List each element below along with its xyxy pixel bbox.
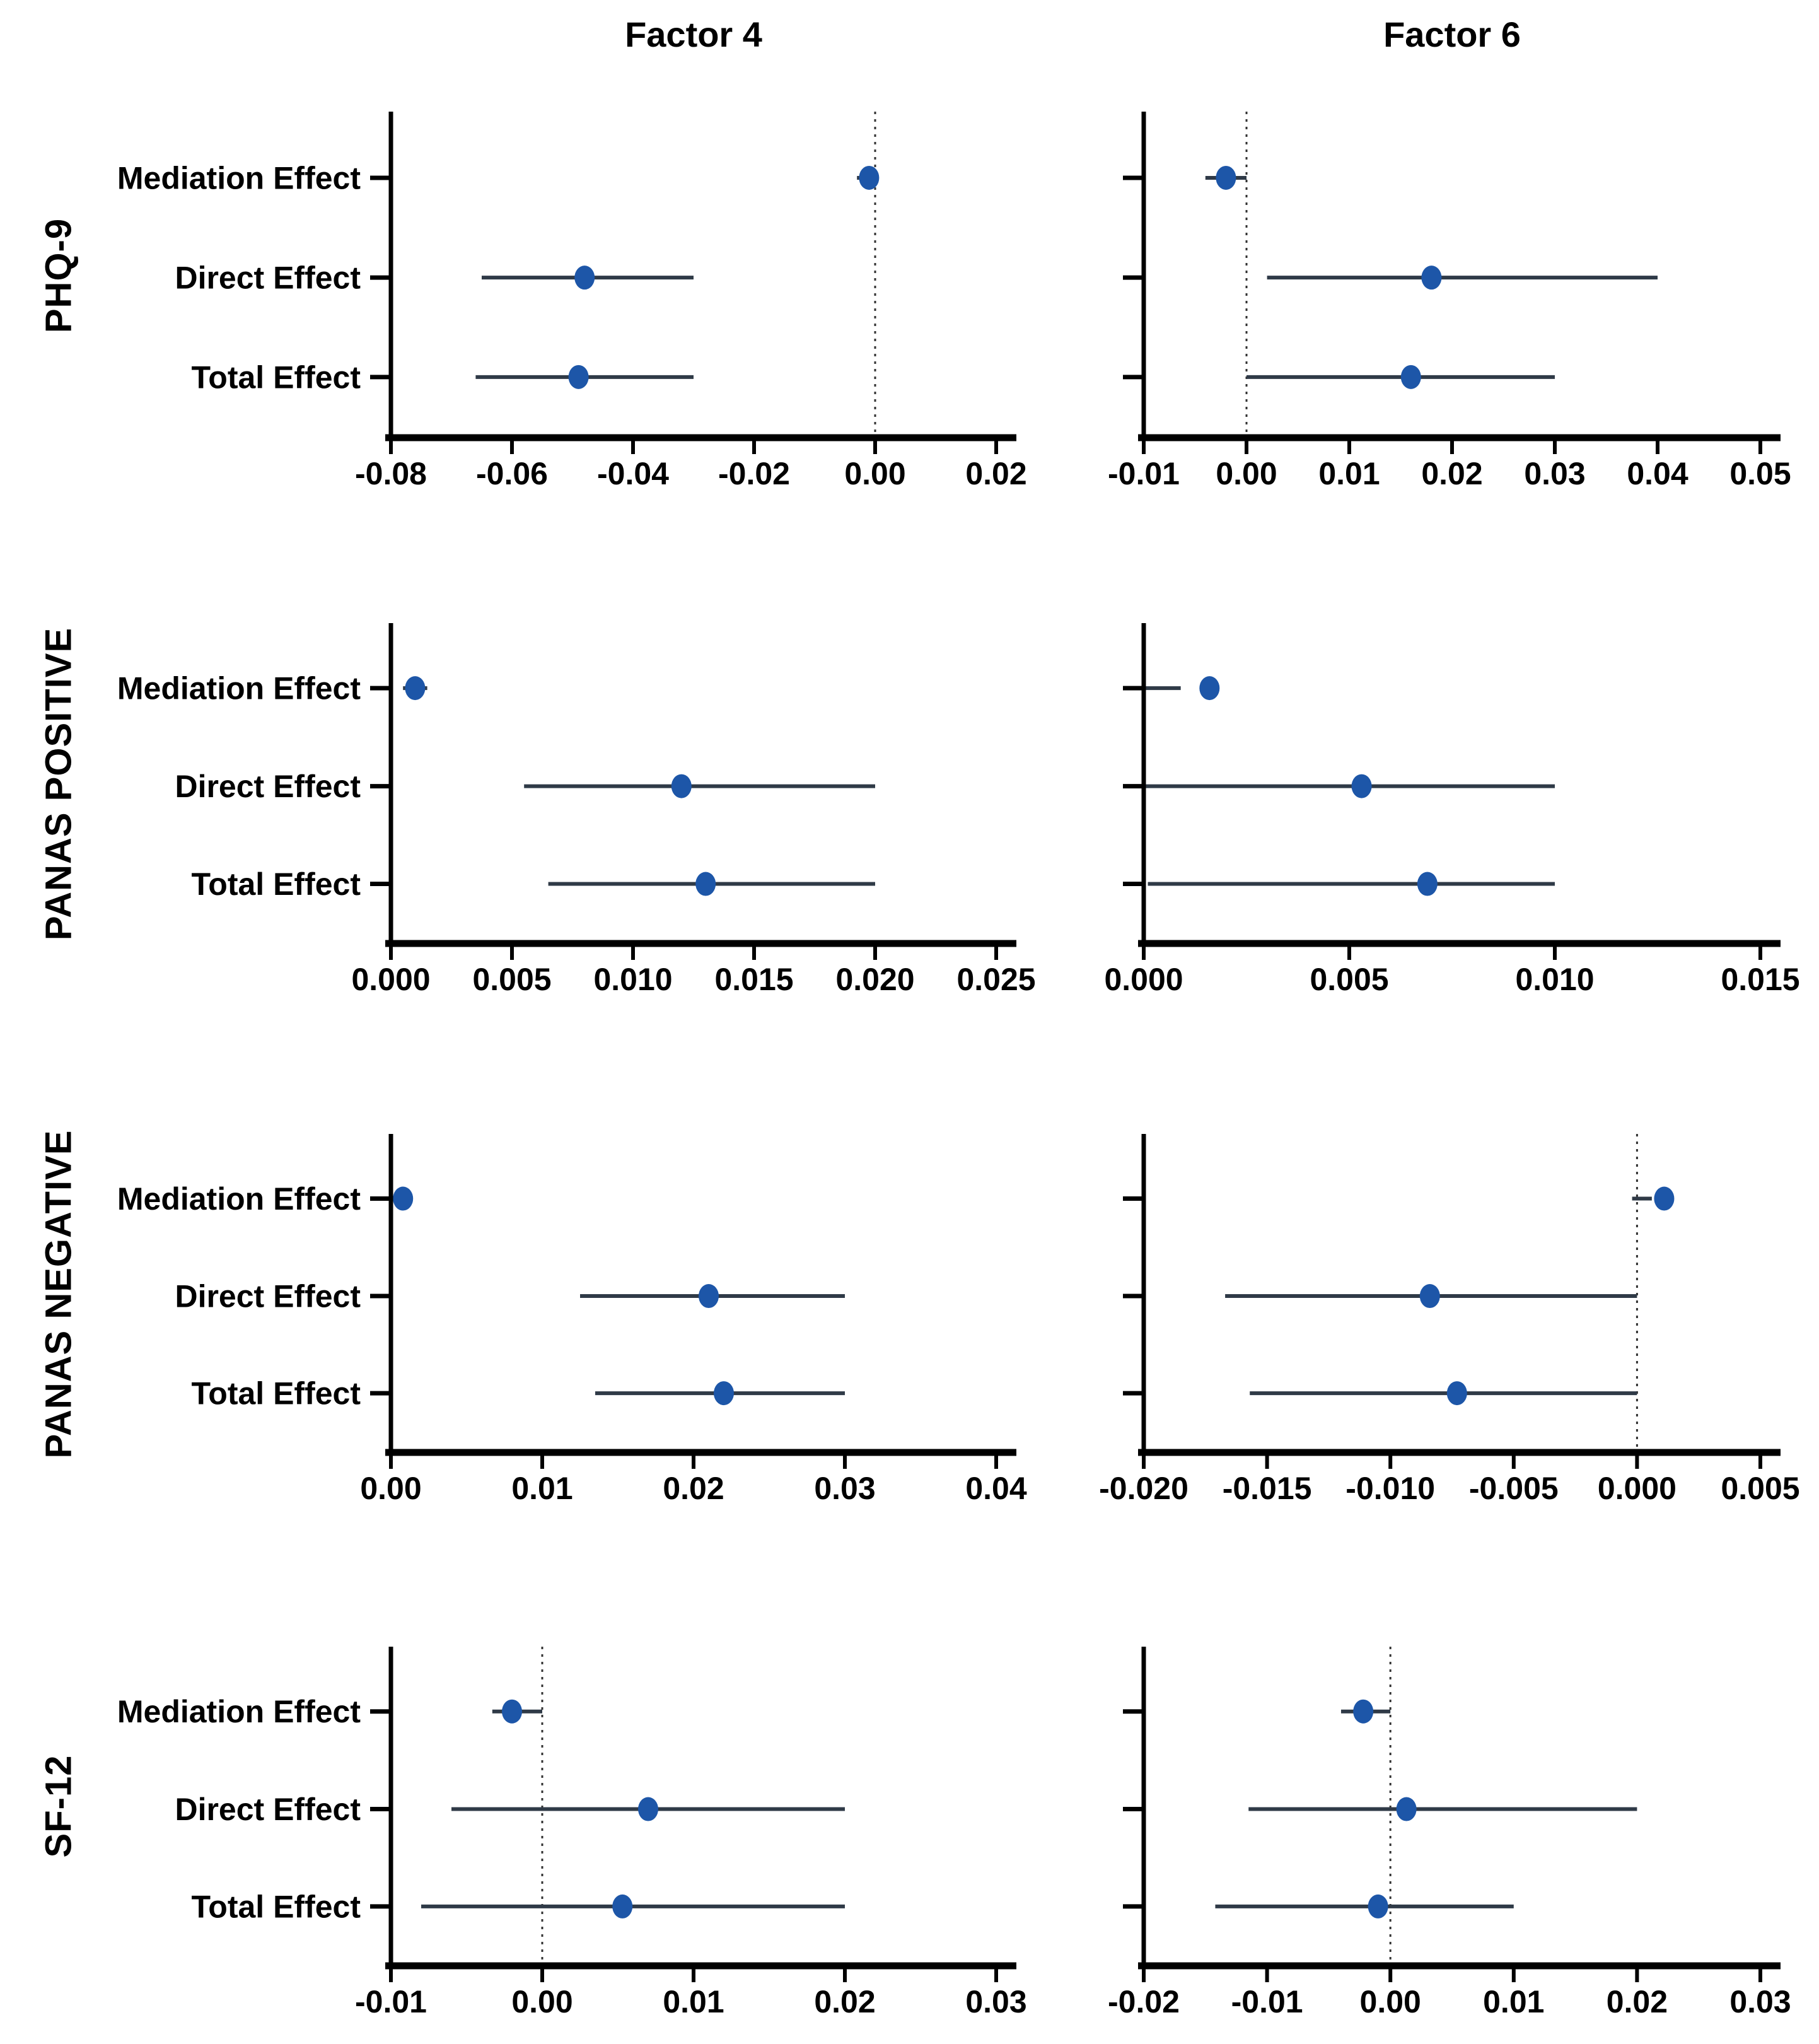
x-tick-label: 0.00 [1360,1984,1421,2019]
y-category-label: Total Effect [191,359,361,395]
estimate-point [1446,1381,1467,1406]
x-tick-label: 0.00 [1216,456,1277,491]
y-category-label: Mediation Effect [117,671,361,706]
x-tick-label: 0.01 [663,1984,724,2019]
forest-plot-panas-negative-factor-4: Mediation Effect Direct Effect Total Effec… [117,1134,1027,1506]
y-category-label: Direct Effect [175,260,361,296]
x-tick-label: -0.06 [476,456,548,491]
x-tick-label: 0.005 [1310,962,1388,997]
forest-plot-phq-9-factor-6: -0.01 0.00 0.01 0.02 0.03 0.04 0.05 [1108,112,1791,491]
x-tick-label: 0.010 [1515,962,1594,997]
x-tick-label: 0.04 [965,1471,1027,1506]
forest-plot-panas-positive-factor-4: Mediation Effect Direct Effect Total Effec… [117,623,1036,997]
forest-plot-sf-12-factor-6: -0.02 -0.01 0.00 0.01 0.02 0.03 [1108,1647,1791,2019]
x-tick-label: -0.015 [1223,1471,1312,1506]
x-tick-label: -0.005 [1469,1471,1559,1506]
y-category-label: Total Effect [191,867,361,902]
forest-plot-phq-9-factor-4: Mediation Effect Direct Effect Total Effec… [117,112,1027,491]
x-tick-label: 0.000 [351,962,430,997]
x-tick-label: 0.05 [1729,456,1791,491]
estimate-point [1353,1699,1374,1724]
estimate-point [568,365,589,389]
estimate-point [1417,872,1438,896]
x-tick-label: 0.005 [1721,1471,1799,1506]
x-tick-label: 0.03 [1524,456,1585,491]
x-tick-label: 0.005 [472,962,551,997]
estimate-point [1199,676,1220,701]
x-tick-label: 0.04 [1627,456,1688,491]
y-category-label: Direct Effect [175,1279,361,1314]
x-tick-label: -0.02 [1108,1984,1180,2019]
x-tick-label: 0.015 [714,962,793,997]
x-tick-label: -0.02 [718,456,790,491]
y-category-label: Mediation Effect [117,160,361,196]
y-category-label: Direct Effect [175,1792,361,1827]
x-tick-label: -0.08 [355,456,427,491]
x-tick-label: 0.03 [814,1471,875,1506]
x-tick-label: 0.02 [1421,456,1482,491]
x-tick-label: 0.02 [814,1984,875,2019]
estimate-point [1654,1186,1675,1211]
y-category-label: Total Effect [191,1889,361,1924]
x-tick-label: -0.04 [597,456,669,491]
column-title: Factor 4 [625,15,762,54]
estimate-point [1351,774,1372,798]
y-category-label: Mediation Effect [117,1181,361,1217]
estimate-point [1419,1284,1440,1309]
x-tick-label: 0.01 [511,1471,572,1506]
estimate-point [695,872,716,896]
x-tick-label: 0.020 [835,962,914,997]
x-tick-label: 0.00 [844,456,905,491]
y-category-label: Direct Effect [175,769,361,804]
x-tick-label: 0.00 [360,1471,421,1506]
x-tick-label: -0.01 [1231,1984,1303,2019]
x-tick-label: 0.02 [663,1471,724,1506]
x-tick-label: 0.01 [1483,1984,1544,2019]
estimate-point [393,1186,414,1211]
estimate-point [502,1699,522,1724]
forest-plot-sf-12-factor-4: Mediation Effect Direct Effect Total Effec… [117,1647,1027,2019]
x-tick-label: 0.025 [956,962,1035,997]
estimate-point [1216,165,1236,190]
forest-plot-panas-positive-factor-6: 0.000 0.005 0.010 0.015 [1104,623,1800,997]
estimate-point [574,266,595,290]
x-tick-label: 0.015 [1721,962,1799,997]
x-tick-label: 0.02 [965,456,1026,491]
x-tick-label: 0.000 [1598,1471,1677,1506]
column-title: Factor 6 [1383,15,1521,54]
forest-plot-panas-negative-factor-6: -0.020 -0.015 -0.010 -0.005 0.000 0.005 [1099,1134,1800,1506]
x-tick-label: 0.00 [511,1984,572,2019]
estimate-point [671,774,692,798]
estimate-point [714,1381,734,1406]
x-tick-label: -0.01 [1108,456,1180,491]
x-tick-label: -0.010 [1345,1471,1435,1506]
estimate-point [638,1797,658,1821]
x-tick-label: 0.000 [1104,962,1183,997]
x-tick-label: 0.010 [593,962,672,997]
estimate-point [1368,1894,1388,1918]
x-tick-label: 0.03 [965,1984,1026,2019]
estimate-point [612,1894,633,1918]
estimate-point [859,165,880,190]
estimate-point [699,1284,719,1309]
x-tick-label: 0.01 [1318,456,1380,491]
estimate-point [405,676,426,701]
estimate-point [1400,365,1421,389]
estimate-point [1396,1797,1417,1821]
x-tick-label: -0.01 [355,1984,427,2019]
y-category-label: Total Effect [191,1376,361,1411]
y-category-label: Mediation Effect [117,1694,361,1729]
estimate-point [1421,266,1442,290]
x-tick-label: -0.020 [1099,1471,1188,1506]
x-tick-label: 0.03 [1729,1984,1791,2019]
x-tick-label: 0.02 [1607,1984,1668,2019]
